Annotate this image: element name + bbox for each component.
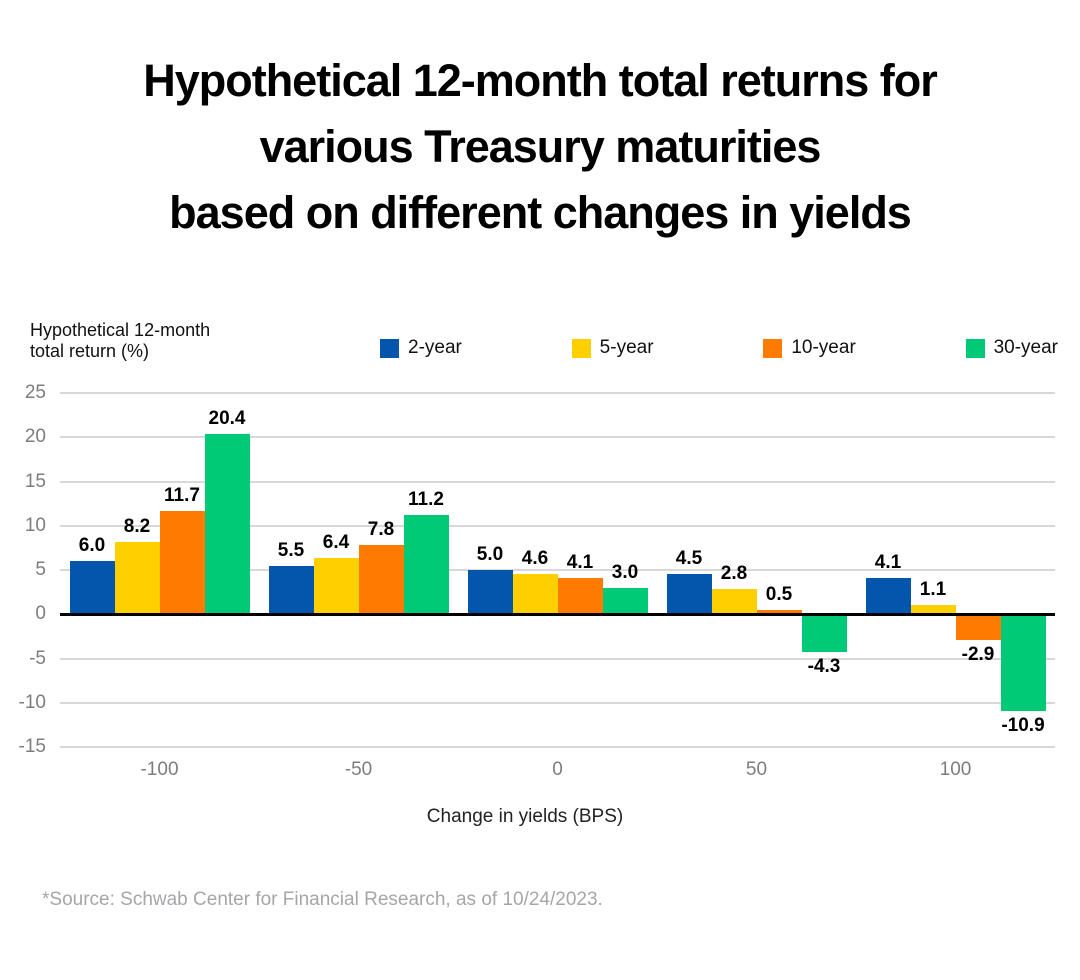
bar-30-year-0 — [602, 587, 648, 615]
bar-10-year-50 — [756, 609, 802, 615]
bar-value-label: -2.9 — [961, 643, 995, 665]
bar-value-label: 6.0 — [78, 535, 106, 557]
legend-item-10-year: 10-year — [763, 337, 856, 359]
zero-line — [60, 612, 1055, 616]
x-tick-label: 0 — [552, 759, 563, 780]
y-tick-label: 20 — [24, 426, 46, 448]
bar-value-label: 4.1 — [874, 551, 902, 573]
chart-title: Hypothetical 12-month total returns for … — [143, 55, 938, 238]
bar-10-year--100 — [159, 510, 205, 615]
x-tick-label: -100 — [140, 759, 179, 780]
legend-swatch-10-year — [763, 338, 783, 358]
y-tick-label: -5 — [29, 647, 46, 669]
bar-2-year-0 — [467, 570, 513, 615]
y-tick-label: 5 — [35, 559, 46, 580]
bar-5-year-100 — [910, 604, 956, 615]
bar-value-label: 1.1 — [919, 578, 947, 600]
legend-label-2-year: 2-year — [408, 337, 462, 358]
bar-2-year-50 — [666, 574, 712, 615]
bar-value-label: 4.6 — [521, 547, 549, 569]
legend-item-30-year: 30-year — [965, 337, 1058, 359]
bar-2-year-100 — [865, 577, 911, 615]
y-tick-label: 25 — [24, 382, 46, 403]
y-tick-label: -15 — [18, 736, 46, 757]
bar-2-year--50 — [268, 565, 314, 615]
legend-item-5-year: 5-year — [571, 337, 654, 359]
plot-area: 25 20 15 10 5 0 -5 -10 -15 -100 6.0 8.2 11.7 20.4 -50 5… — [19, 382, 1055, 780]
x-tick-label: -50 — [344, 759, 373, 780]
gridline — [60, 657, 1055, 660]
bar-value-label: 8.2 — [123, 515, 151, 537]
bar-value-label: 7.8 — [367, 519, 395, 541]
legend: 2-year 5-year 10-year 30-year — [380, 337, 1058, 359]
bar-value-label: -4.3 — [807, 656, 841, 678]
bar-value-label: 11.2 — [408, 489, 444, 511]
bar-10-year--50 — [358, 545, 404, 615]
bar-30-year-50 — [801, 614, 847, 653]
bar-value-label: 5.0 — [476, 544, 504, 565]
y-tick-label: 0 — [35, 603, 46, 625]
bar-10-year-100 — [955, 614, 1001, 640]
bar-5-year-0 — [512, 573, 558, 615]
x-tick-label: 50 — [745, 759, 768, 780]
bar-5-year--50 — [313, 557, 359, 615]
legend-swatch-5-year — [571, 338, 591, 358]
gridline — [60, 392, 1055, 394]
gridline — [60, 746, 1055, 748]
legend-swatch-30-year — [965, 338, 985, 358]
bar-value-label: 3.0 — [611, 561, 639, 583]
gridline — [60, 436, 1055, 439]
bar-value-label: 4.5 — [675, 548, 703, 570]
gridline — [60, 524, 1055, 527]
bar-30-year-100 — [1000, 614, 1046, 711]
bar-value-label: 6.4 — [322, 531, 350, 553]
bar-30-year--50 — [403, 515, 449, 615]
bar-value-label: -10.9 — [1001, 714, 1045, 736]
bar-5-year-50 — [711, 589, 757, 615]
x-tick-label: 100 — [939, 759, 972, 780]
legend-label-5-year: 5-year — [599, 337, 654, 358]
bar-value-label: 20.4 — [208, 407, 246, 429]
gridline — [60, 569, 1055, 571]
y-tick-label: 15 — [24, 470, 46, 492]
bar-value-label: 2.8 — [720, 563, 748, 585]
legend-label-30-year: 30-year — [993, 337, 1058, 358]
gridline — [60, 480, 1055, 483]
gridline — [60, 701, 1055, 704]
bar-value-label: 4.1 — [566, 551, 594, 573]
legend-swatch-2-year — [380, 338, 399, 358]
legend-item-2-year: 2-year — [380, 337, 462, 359]
y-tick-label: -10 — [18, 691, 46, 713]
bar-value-label: 0.5 — [765, 583, 793, 605]
legend-label-10-year: 10-year — [791, 337, 856, 358]
x-axis-title: Change in yields (BPS) — [426, 806, 624, 827]
y-axis-title: Hypothetical 12-month total return (%) — [30, 320, 211, 361]
bar-10-year-0 — [557, 577, 603, 615]
bar-30-year--100 — [204, 433, 250, 615]
bar-value-label: 11.7 — [164, 484, 200, 506]
y-tick-label: 10 — [24, 514, 46, 536]
bar-value-label: 5.5 — [277, 539, 305, 561]
bar-2-year--100 — [69, 561, 115, 615]
source-note: *Source: Schwab Center for Financial Res… — [42, 889, 603, 910]
bar-5-year--100 — [114, 541, 160, 615]
